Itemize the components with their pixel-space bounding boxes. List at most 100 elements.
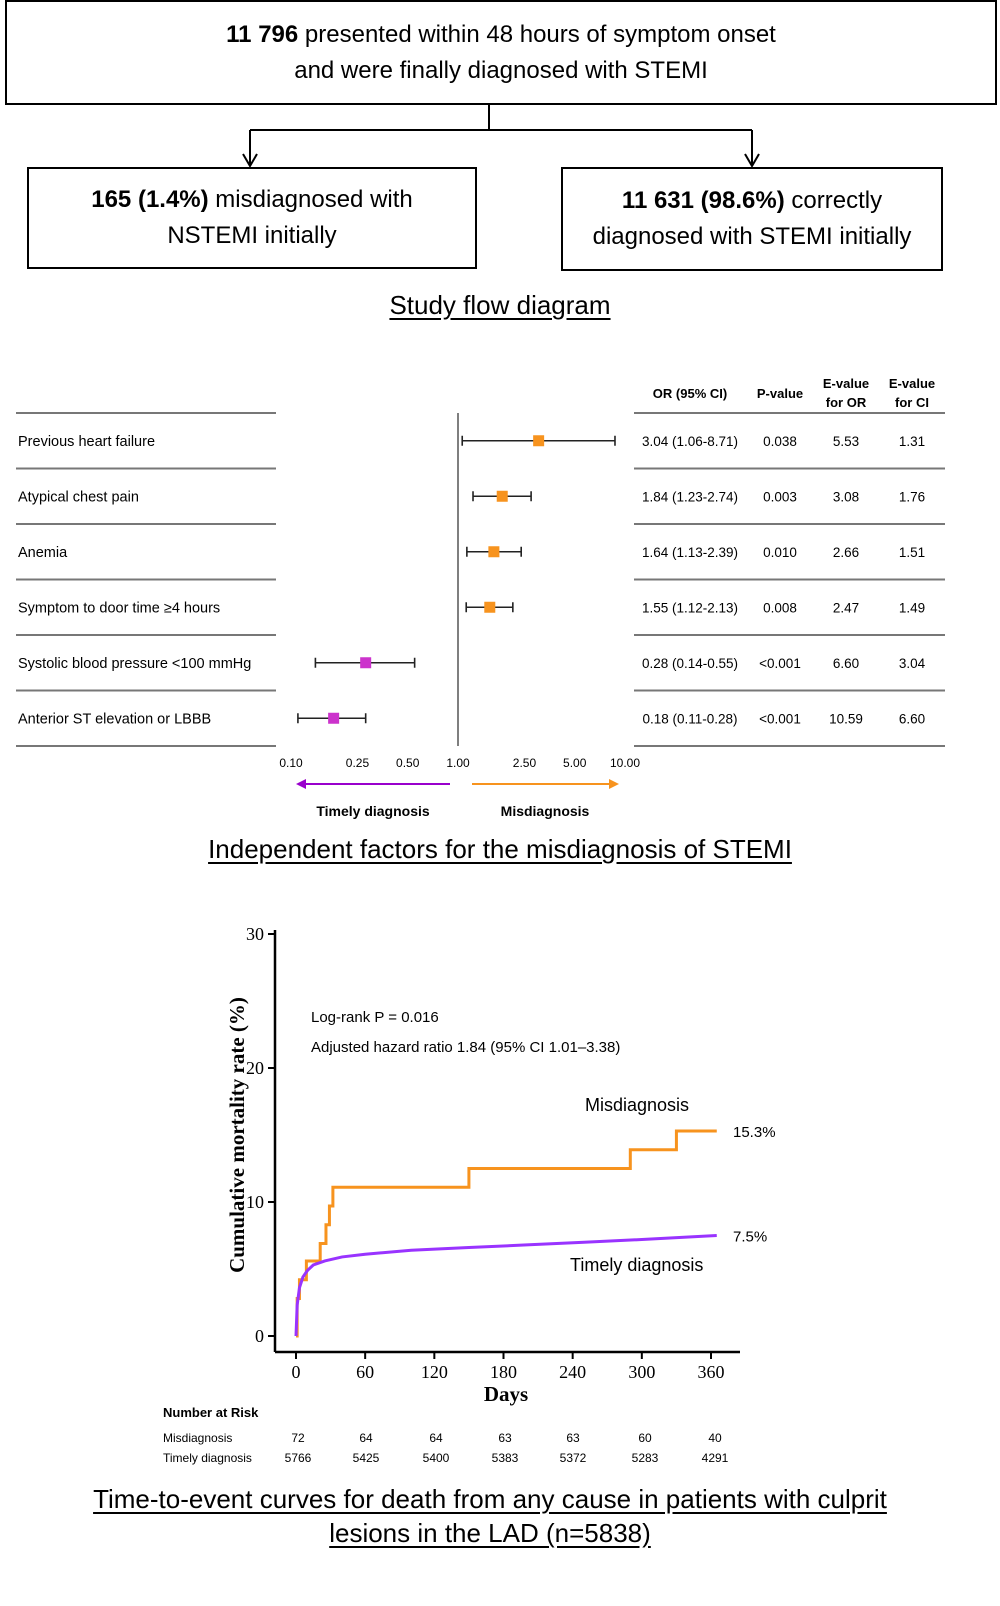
forest-header-eci-1: E-value	[889, 376, 935, 391]
forest-label-misdiagnosis: Misdiagnosis	[501, 803, 590, 819]
km-x-tick-label: 60	[356, 1362, 374, 1382]
km-series-label-misdiagnosis: Misdiagnosis	[585, 1095, 689, 1115]
flow-top-line2: and were finally diagnosed with STEMI	[294, 56, 708, 84]
risk-table-value: 64	[359, 1431, 373, 1445]
forest-axis-tick: 10.00	[610, 756, 640, 770]
forest-header-eci-2: for CI	[895, 395, 929, 410]
km-caption-line2: lesions in the LAD (n=5838)	[329, 1518, 651, 1548]
risk-table-value: 5383	[492, 1451, 519, 1465]
km-annotation-logrank: Log-rank P = 0.016	[311, 1009, 439, 1026]
flow-right-text: correctly	[784, 187, 883, 214]
km-y-tick-label: 10	[246, 1192, 264, 1212]
risk-table-row-label: Misdiagnosis	[163, 1431, 232, 1445]
flow-left-count: 165 (1.4%)	[91, 186, 209, 213]
forest-arrowhead-timely	[296, 779, 306, 789]
forest-e-ci-value: 6.60	[899, 711, 925, 726]
risk-table-value: 5283	[632, 1451, 659, 1465]
forest-row-label: Atypical chest pain	[18, 489, 139, 505]
flow-left-box: 165 (1.4%) misdiagnosed with NSTEMI init…	[27, 167, 477, 269]
km-x-tick-label: 180	[490, 1362, 517, 1382]
forest-axis-tick: 0.10	[279, 756, 303, 770]
forest-p-value: 0.010	[763, 545, 797, 560]
forest-header-or: OR (95% CI)	[653, 386, 727, 401]
forest-point-estimate	[488, 546, 500, 558]
km-end-label-timely: 7.5%	[733, 1229, 767, 1246]
forest-axis-tick: 2.50	[513, 756, 537, 770]
km-y-tick-label: 0	[255, 1326, 264, 1346]
flow-top-box: 11 796 presented within 48 hours of symp…	[5, 0, 997, 105]
km-caption-line1: Time-to-event curves for death from any …	[93, 1484, 887, 1514]
forest-e-or-value: 3.08	[833, 489, 859, 504]
km-end-label-misdiagnosis: 15.3%	[733, 1124, 776, 1141]
forest-or-value: 1.55 (1.12-2.13)	[642, 600, 738, 615]
forest-or-value: 0.18 (0.11-0.28)	[642, 711, 737, 726]
risk-table-value: 63	[498, 1431, 512, 1445]
forest-or-value: 3.04 (1.06-8.71)	[642, 434, 738, 449]
risk-table-value: 60	[638, 1431, 652, 1445]
flow-top-count: 11 796	[226, 20, 299, 48]
flow-right-box: 11 631 (98.6%) correctly diagnosed with …	[561, 167, 943, 271]
km-x-tick-label: 240	[559, 1362, 586, 1382]
km-series-timely-line	[294, 1234, 717, 1337]
risk-table-value: 4291	[702, 1451, 729, 1465]
forest-e-or-value: 5.53	[833, 434, 859, 449]
risk-table-value: 64	[429, 1431, 443, 1445]
km-x-tick-label: 0	[292, 1362, 301, 1382]
forest-p-value: <0.001	[759, 656, 801, 671]
km-y-axis-label: Cumulative mortality rate (%)	[225, 997, 249, 1273]
forest-point-estimate	[533, 435, 545, 447]
km-y-tick-label: 20	[246, 1058, 264, 1078]
risk-table-row-label: Timely diagnosis	[163, 1451, 252, 1465]
risk-table-value: 72	[291, 1431, 305, 1445]
forest-row-label: Symptom to door time ≥4 hours	[18, 600, 220, 616]
flow-top-text: presented within 48 hours of symptom ons…	[298, 20, 776, 48]
forest-or-value: 0.28 (0.14-0.55)	[642, 656, 738, 671]
forest-row-label: Anemia	[18, 545, 68, 561]
forest-p-value: 0.008	[763, 600, 797, 615]
forest-row-label: Anterior ST elevation or LBBB	[18, 711, 211, 727]
forest-header-eor-2: for OR	[826, 395, 867, 410]
forest-header-p: P-value	[757, 386, 803, 401]
forest-e-ci-value: 1.49	[899, 600, 925, 615]
forest-header-eor-1: E-value	[823, 376, 869, 391]
forest-row-label: Systolic blood pressure <100 mmHg	[18, 656, 251, 672]
risk-table-value: 5372	[560, 1451, 587, 1465]
forest-or-value: 1.84 (1.23-2.74)	[642, 489, 738, 504]
risk-table-value: 63	[566, 1431, 580, 1445]
forest-axis-tick: 0.25	[346, 756, 370, 770]
forest-e-ci-value: 1.51	[899, 545, 925, 560]
forest-axis-tick: 1.00	[446, 756, 470, 770]
risk-table-value: 5400	[423, 1451, 450, 1465]
flow-left-line2: NSTEMI initially	[167, 222, 337, 249]
forest-row-label: Previous heart failure	[18, 434, 155, 450]
forest-caption: Independent factors for the misdiagnosis…	[208, 834, 792, 864]
km-series-misdiagnosis-line	[295, 1129, 717, 1338]
forest-arrowhead-misdiagnosis	[609, 779, 619, 789]
forest-or-value: 1.64 (1.13-2.39)	[642, 545, 738, 560]
flow-right-line2: diagnosed with STEMI initially	[592, 223, 912, 250]
forest-e-ci-value: 3.04	[899, 656, 926, 671]
flow-right-count: 11 631 (98.6%)	[621, 187, 785, 214]
km-y-tick-label: 30	[246, 924, 264, 944]
forest-point-estimate	[328, 712, 340, 724]
km-annotation-hr: Adjusted hazard ratio 1.84 (95% CI 1.01–…	[311, 1039, 620, 1056]
forest-point-estimate	[360, 657, 372, 669]
km-x-tick-label: 360	[698, 1362, 725, 1382]
risk-table-title: Number at Risk	[163, 1405, 259, 1420]
forest-p-value: 0.038	[763, 434, 797, 449]
forest-p-value: <0.001	[759, 711, 801, 726]
km-series-label-timely: Timely diagnosis	[570, 1255, 703, 1275]
forest-p-value: 0.003	[763, 489, 797, 504]
forest-point-estimate	[496, 490, 508, 502]
forest-point-estimate	[484, 601, 496, 613]
forest-axis-tick: 0.50	[396, 756, 420, 770]
risk-table-value: 5766	[285, 1451, 312, 1465]
flow-caption: Study flow diagram	[389, 290, 611, 320]
forest-e-or-value: 10.59	[829, 711, 863, 726]
risk-table-value: 40	[708, 1431, 722, 1445]
forest-e-ci-value: 1.76	[899, 489, 925, 504]
km-x-tick-label: 300	[628, 1362, 655, 1382]
forest-label-timely: Timely diagnosis	[316, 803, 430, 819]
flow-connectors	[242, 105, 760, 168]
forest-e-or-value: 2.66	[833, 545, 859, 560]
